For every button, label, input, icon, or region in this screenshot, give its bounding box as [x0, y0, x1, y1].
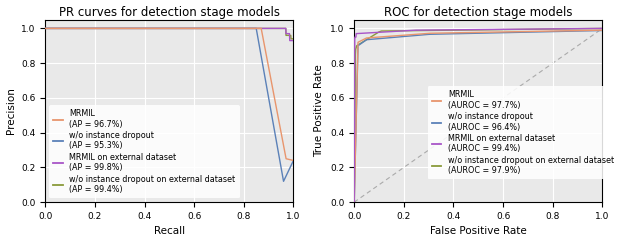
Title: ROC for detection stage models: ROC for detection stage models [384, 6, 573, 19]
X-axis label: Recall: Recall [154, 227, 185, 236]
X-axis label: False Positive Rate: False Positive Rate [430, 227, 527, 236]
Legend: MRMIL
(AP = 96.7%), w/o instance dropout
(AP = 95.3%), MRMIL on external dataset: MRMIL (AP = 96.7%), w/o instance dropout… [49, 105, 239, 198]
Title: PR curves for detection stage models: PR curves for detection stage models [59, 6, 280, 19]
Y-axis label: True Positive Rate: True Positive Rate [314, 65, 324, 157]
Legend: MRMIL
(AUROC = 97.7%), w/o instance dropout
(AUROC = 96.4%), MRMIL on external d: MRMIL (AUROC = 97.7%), w/o instance drop… [428, 86, 618, 179]
Y-axis label: Precision: Precision [6, 88, 15, 134]
